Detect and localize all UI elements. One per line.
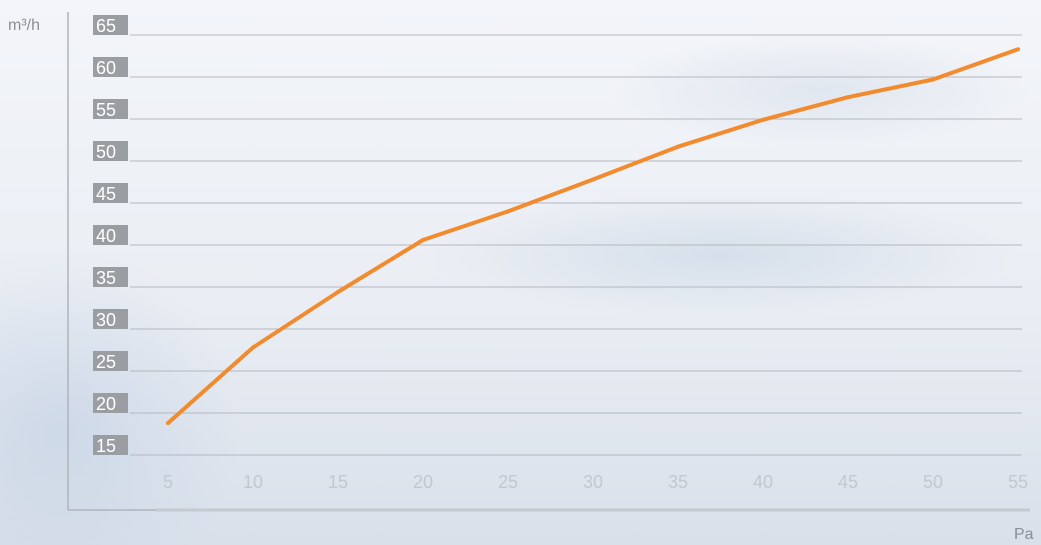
x-tick-label: 55: [1008, 472, 1028, 492]
y-tick-box: [93, 15, 128, 35]
y-tick-label: 40: [96, 226, 116, 246]
x-tick-labels: 5 10 15 20 25 30 35 40 45 50 55: [163, 472, 1028, 492]
series-line: [166, 47, 1019, 425]
y-tick-box: [93, 267, 128, 287]
data-point: [336, 290, 340, 295]
data-point: [1016, 47, 1020, 52]
y-tick-box: [93, 57, 128, 77]
x-tick-label: 5: [163, 472, 173, 492]
y-tick-label: 60: [96, 58, 116, 78]
y-tick-labels: 15 20 25 30 35 40 45 50 55 60 65: [93, 15, 128, 456]
x-tick-label: 25: [498, 472, 518, 492]
y-tick-label: 15: [96, 436, 116, 456]
y-tick-box: [93, 183, 128, 203]
data-point: [591, 177, 595, 182]
y-tick-label: 30: [96, 310, 116, 330]
y-tick-box: [93, 99, 128, 119]
data-point: [931, 77, 935, 82]
axes: [67, 12, 1030, 512]
y-tick-label: 35: [96, 268, 116, 288]
data-point: [676, 144, 680, 149]
x-tick-label: 40: [753, 472, 773, 492]
y-tick-label: 25: [96, 352, 116, 372]
y-tick-label: 45: [96, 184, 116, 204]
x-axis-unit-label: Pa: [1014, 526, 1034, 543]
y-tick-box: [93, 435, 128, 455]
x-tick-label: 50: [923, 472, 943, 492]
x-tick-label: 15: [328, 472, 348, 492]
y-tick-box: [93, 351, 128, 371]
x-tick-label: 30: [583, 472, 603, 492]
y-tick-box: [93, 141, 128, 161]
data-point: [421, 237, 425, 242]
y-tick-label: 55: [96, 100, 116, 120]
data-point: [761, 117, 765, 122]
y-tick-box: [93, 309, 128, 329]
data-point: [251, 345, 255, 350]
series-layer: [166, 47, 1020, 426]
y-tick-label: 50: [96, 142, 116, 162]
x-tick-label: 35: [668, 472, 688, 492]
x-tick-label: 10: [243, 472, 263, 492]
y-tick-box: [93, 225, 128, 245]
y-tick-box: [93, 393, 128, 413]
y-axis-unit-label: m³/h: [8, 17, 40, 34]
data-point: [506, 209, 510, 214]
y-tick-label: 65: [96, 16, 116, 36]
grid-lines: [130, 34, 1022, 456]
data-point: [166, 421, 170, 426]
x-tick-label: 45: [838, 472, 858, 492]
data-point: [846, 95, 850, 100]
x-tick-label: 20: [413, 472, 433, 492]
y-tick-label: 20: [96, 394, 116, 414]
